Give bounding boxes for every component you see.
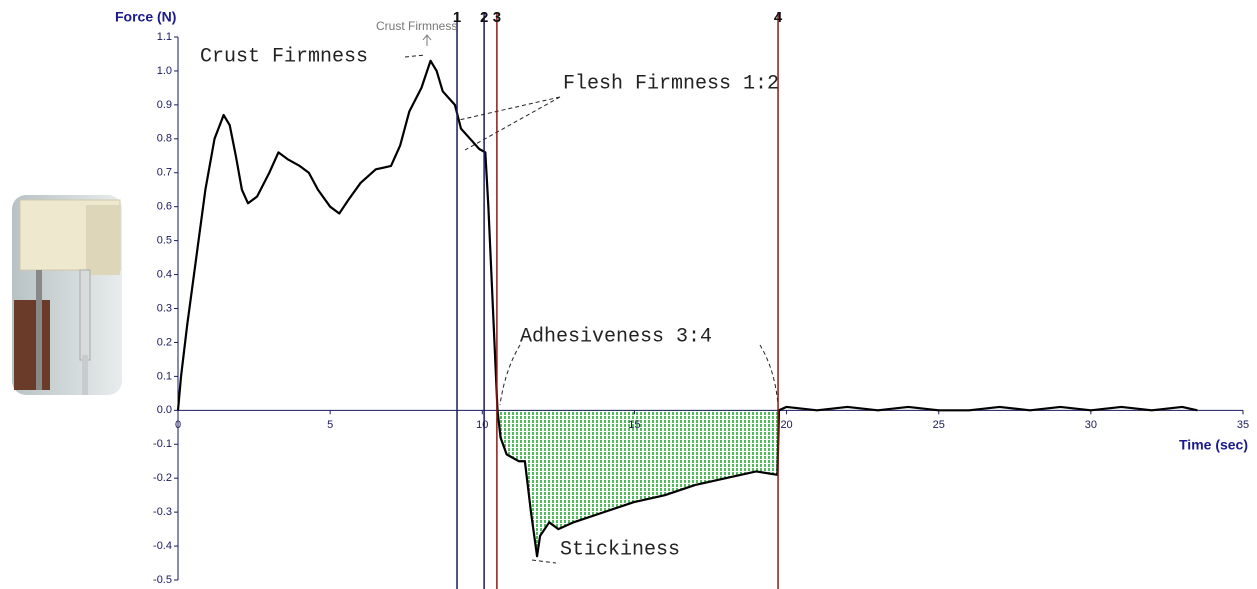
y-tick-label: -0.4 xyxy=(153,540,172,552)
x-tick-label: 0 xyxy=(175,419,181,431)
y-tick-label: 0.1 xyxy=(157,370,172,382)
leader xyxy=(404,54,426,58)
leader xyxy=(531,559,557,564)
marker-label: 2 xyxy=(480,9,488,26)
y-tick-label: 0.2 xyxy=(157,336,172,348)
y-tick-label: 1.0 xyxy=(157,65,172,77)
y-tick-label: -0.5 xyxy=(153,574,172,586)
annotation: Crust Firmness xyxy=(200,45,368,68)
y-tick-label: 0.9 xyxy=(157,99,172,111)
y-tick-label: 0.5 xyxy=(157,235,172,247)
x-tick-label: 20 xyxy=(780,419,792,431)
shaded-area xyxy=(496,410,779,557)
y-tick-label: 0.7 xyxy=(157,167,172,179)
marker-label: 3 xyxy=(493,9,501,26)
annotation: Stickiness xyxy=(560,538,680,561)
y-tick-label: 0.0 xyxy=(157,404,172,416)
marker-label: 4 xyxy=(774,9,783,26)
y-tick-label: -0.1 xyxy=(153,438,172,450)
x-axis-label: Time (sec) xyxy=(1179,437,1248,453)
x-tick-label: 30 xyxy=(1085,419,1097,431)
instrument-photo xyxy=(12,195,122,395)
x-tick-label: 10 xyxy=(476,419,488,431)
y-tick-label: 0.4 xyxy=(157,268,172,280)
y-tick-label: 0.8 xyxy=(157,133,172,145)
leader xyxy=(458,96,561,151)
x-tick-label: 15 xyxy=(628,419,640,431)
x-tick-label: 25 xyxy=(933,419,945,431)
marker-label: 1 xyxy=(453,9,461,26)
x-tick-label: 5 xyxy=(327,419,333,431)
annotation: Flesh Firmness 1:2 xyxy=(563,72,779,95)
force-curve xyxy=(176,59,1198,558)
arrow xyxy=(422,34,432,46)
x-tick-label: 35 xyxy=(1237,419,1249,431)
annotation: Crust Firmness xyxy=(376,19,457,33)
y-tick-label: -0.2 xyxy=(153,472,172,484)
leader xyxy=(499,344,779,406)
y-tick-label: 1.1 xyxy=(157,31,172,43)
y-tick-label: -0.3 xyxy=(153,506,172,518)
y-tick-label: 0.6 xyxy=(157,201,172,213)
y-axis-label: Force (N) xyxy=(115,9,176,25)
y-tick-label: 0.3 xyxy=(157,302,172,314)
annotation: Adhesiveness 3:4 xyxy=(520,325,712,348)
